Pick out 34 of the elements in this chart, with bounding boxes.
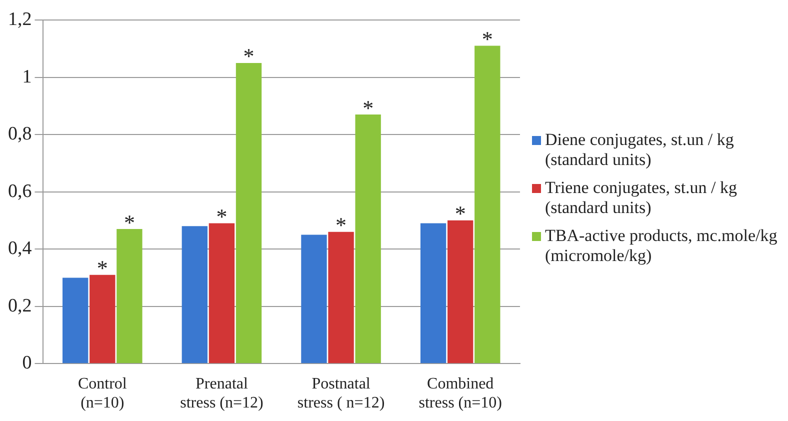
- bar: [301, 234, 327, 364]
- x-tick-label: Combined stress (n=10): [418, 375, 502, 412]
- y-tick-label: 0,2: [8, 295, 32, 316]
- bar: [420, 223, 446, 364]
- x-tick-label: Postnatal stress ( n=12): [297, 375, 385, 412]
- y-tick-label: 0,6: [8, 180, 32, 202]
- legend-label: TBA-active products, mc.mole/kg (micromole/kg): [545, 226, 778, 266]
- bar: [208, 223, 235, 364]
- data-label: *: [482, 26, 493, 52]
- bar: [328, 232, 354, 364]
- bar: [236, 62, 262, 364]
- bar: [182, 226, 208, 364]
- data-label: *: [454, 201, 466, 226]
- data-label: *: [243, 44, 254, 69]
- data-label: *: [216, 204, 228, 230]
- bar: [90, 274, 116, 364]
- data-label: *: [362, 95, 374, 120]
- y-tick-label: 1: [22, 66, 32, 88]
- data-label: *: [336, 212, 347, 238]
- x-tick-label: Control (n=10): [78, 375, 128, 412]
- legend-label: Diene conjugates, st.un / kg (standard units): [545, 130, 735, 170]
- bar: [355, 114, 381, 364]
- bar: [62, 278, 88, 364]
- bar: [116, 229, 142, 364]
- data-label: *: [96, 256, 108, 281]
- data-label: *: [124, 210, 135, 235]
- x-tick-label: Prenatal stress (n=12): [180, 375, 264, 412]
- y-tick-label: 0,8: [8, 124, 32, 145]
- y-tick-label: 1,2: [8, 8, 32, 30]
- legend-label: Triene conjugates, st.un / kg (standard units): [545, 178, 738, 218]
- y-tick-label: 0,4: [8, 238, 32, 260]
- y-tick-label: 0: [22, 352, 32, 374]
- bar: [474, 46, 500, 364]
- bar: [448, 220, 474, 364]
